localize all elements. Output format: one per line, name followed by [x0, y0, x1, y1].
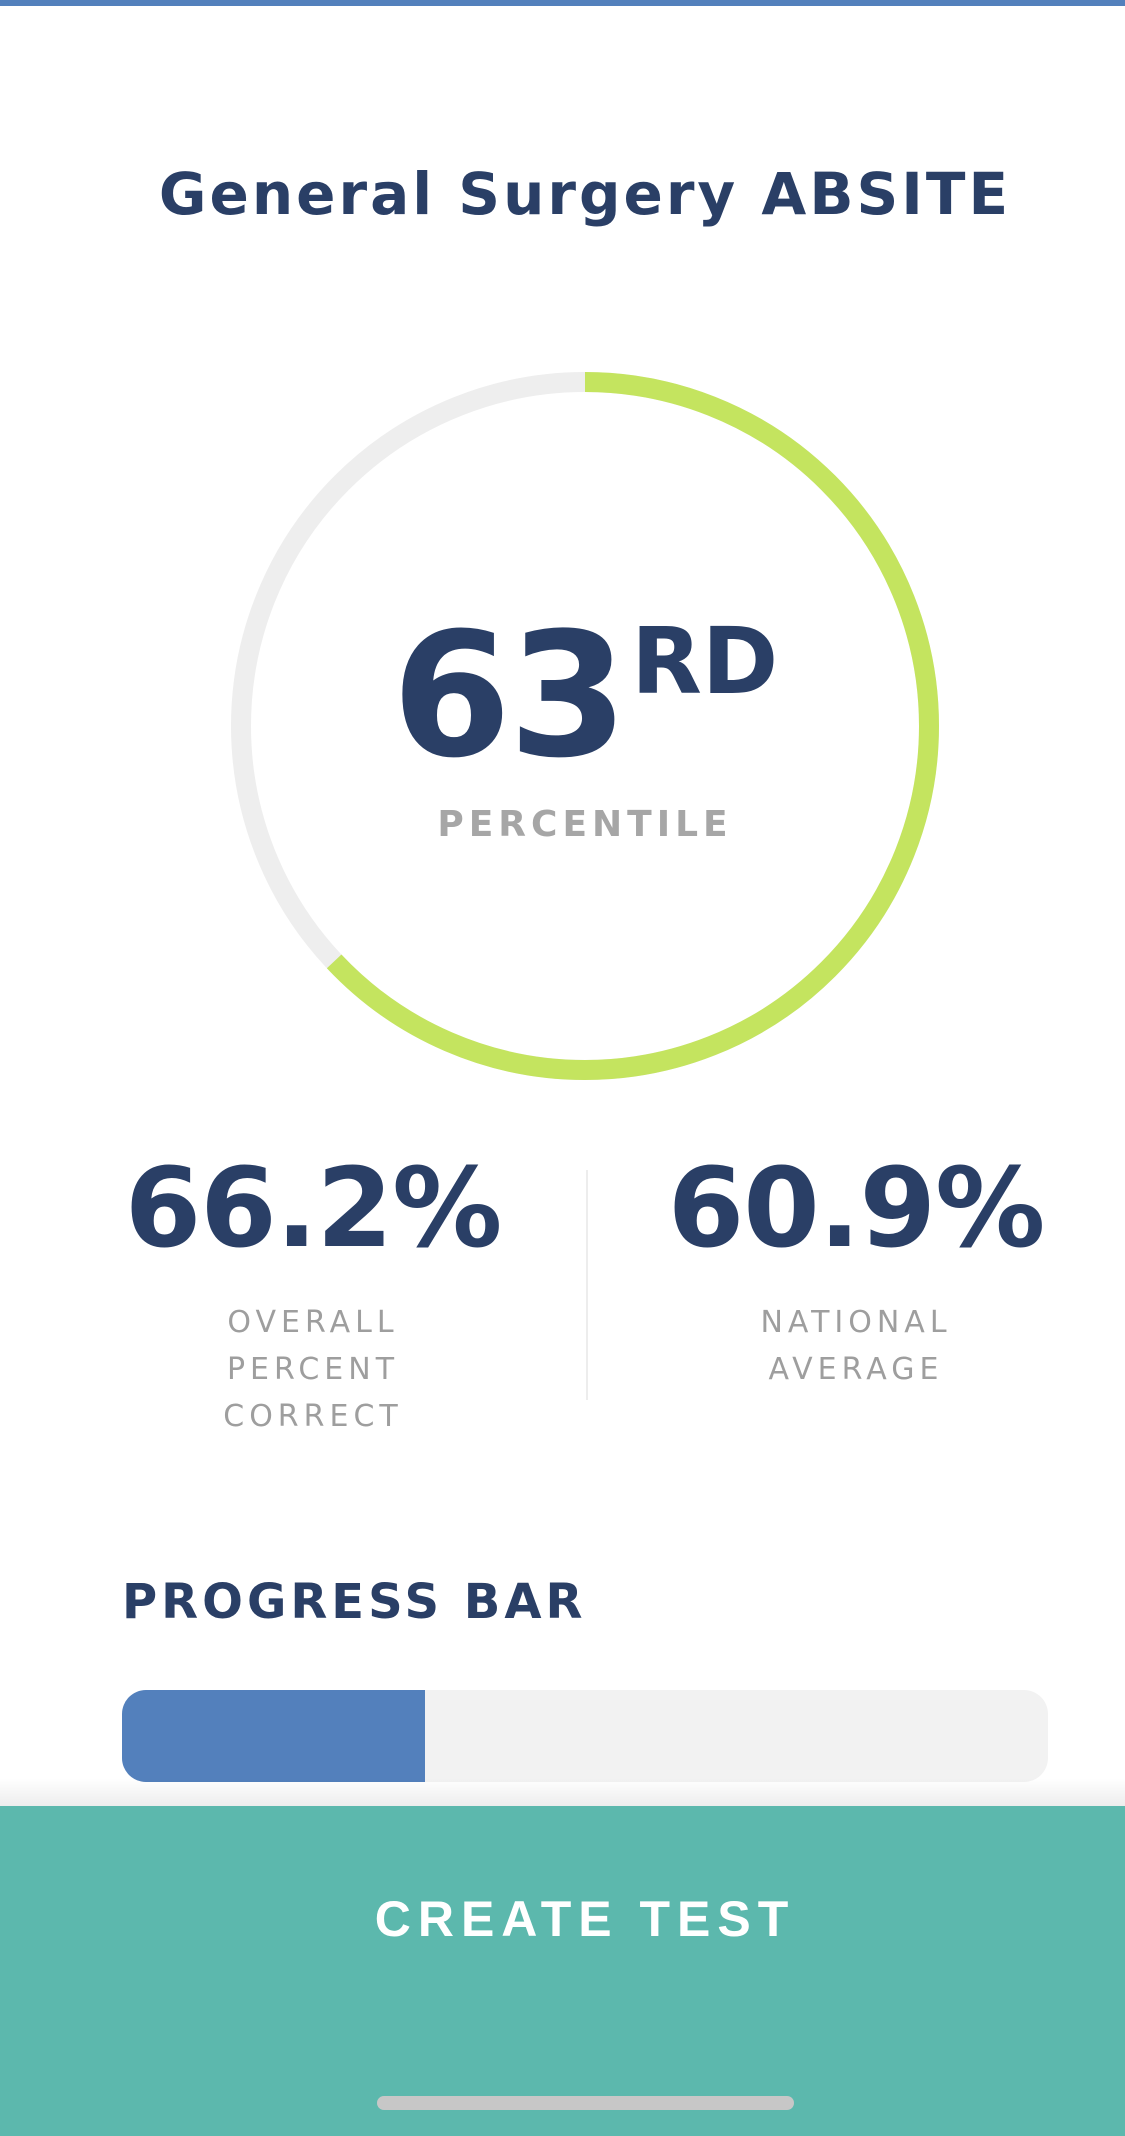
- overall-percent-correct-value: 66.2%: [124, 1144, 503, 1272]
- bottom-bar-shadow: [0, 1778, 1125, 1806]
- create-test-button[interactable]: CREATE TEST: [0, 1806, 1125, 2136]
- create-test-label: CREATE TEST: [374, 1891, 796, 1947]
- stats-divider: [586, 1170, 588, 1400]
- progress-bar-heading: PROGRESS BAR: [122, 1574, 587, 1630]
- national-average-label: NATIONAL AVERAGE: [760, 1305, 952, 1387]
- overall-percent-correct-stat: 66.2% OVERALL PERCENT CORRECT: [53, 1148, 573, 1440]
- progress-bar: [122, 1690, 1048, 1782]
- ring-progress-arc: [231, 372, 939, 1080]
- national-average-stat: 60.9% NATIONAL AVERAGE: [596, 1148, 1116, 1393]
- percentile-value: 63: [391, 595, 628, 796]
- progress-bar-fill: [122, 1690, 425, 1782]
- percentile-caption: PERCENTILE: [437, 804, 733, 845]
- home-indicator: [377, 2096, 794, 2110]
- percentile-ring: [231, 372, 939, 1080]
- percentile-value-group: 63RD: [231, 610, 939, 782]
- national-average-value: 60.9%: [667, 1144, 1046, 1272]
- percentile-ordinal-suffix: RD: [631, 608, 779, 715]
- top-accent-bar: [0, 0, 1125, 6]
- percentile-ring-graphic: [231, 372, 939, 1080]
- overall-percent-correct-label: OVERALL PERCENT CORRECT: [223, 1305, 403, 1434]
- page-title: General Surgery ABSITE: [158, 160, 1012, 228]
